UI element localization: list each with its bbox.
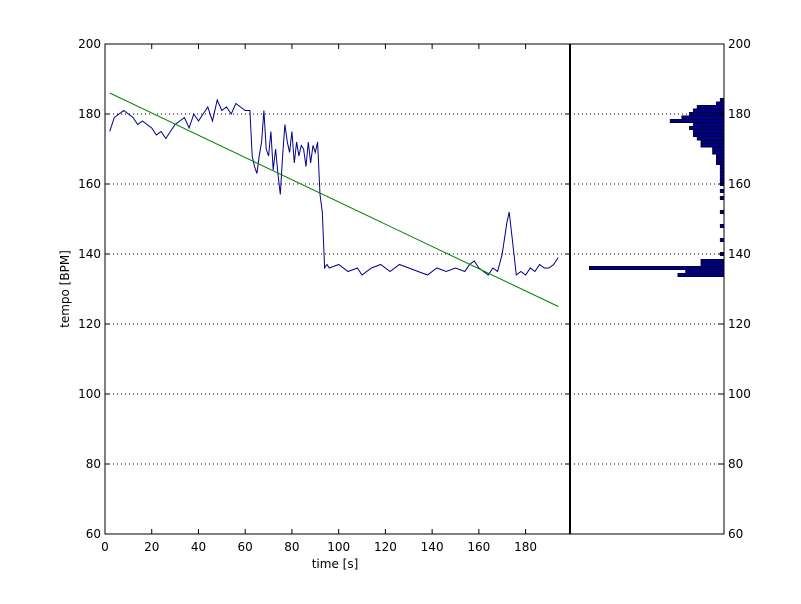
histogram-bar	[716, 157, 725, 162]
histogram-bar	[719, 196, 725, 200]
x-tick-label: 140	[421, 540, 444, 554]
histogram-bar	[712, 147, 725, 151]
histogram-bar	[692, 122, 725, 127]
y-tick-label: 120	[78, 317, 101, 331]
x-tick-label: 60	[238, 540, 253, 554]
x-tick-label: 100	[327, 540, 350, 554]
histogram-bar	[719, 210, 725, 214]
histogram-y-tick-label: 180	[728, 107, 751, 121]
x-tick-label: 40	[191, 540, 206, 554]
x-tick-label: 120	[374, 540, 397, 554]
x-tick-label: 20	[144, 540, 159, 554]
x-tick-label: 80	[284, 540, 299, 554]
histogram-y-tick-label: 200	[728, 37, 751, 51]
histogram-bar	[719, 238, 725, 242]
x-tick-label: 0	[101, 540, 109, 554]
histogram-bar	[700, 143, 725, 148]
histogram-bars	[589, 98, 725, 277]
histogram-bar	[719, 175, 725, 179]
histogram-bar	[700, 259, 725, 263]
histogram-bar	[719, 189, 725, 193]
y-tick-label: 200	[78, 37, 101, 51]
y-tick-label: 100	[78, 387, 101, 401]
histogram-bar	[685, 269, 725, 274]
histogram-bar	[719, 168, 725, 172]
histogram-bar	[692, 108, 725, 113]
histogram-bar	[719, 224, 725, 228]
y-tick-label: 160	[78, 177, 101, 191]
histogram-bar	[716, 101, 725, 106]
histogram-bar	[677, 273, 725, 277]
histogram-bar	[719, 164, 725, 169]
histogram-bar	[681, 115, 725, 120]
histogram-bar	[719, 171, 725, 176]
main-grid	[105, 113, 570, 465]
x-tick-label: 160	[467, 540, 490, 554]
histogram-bar	[700, 140, 725, 144]
x-tick-label: 180	[514, 540, 537, 554]
histogram-y-tick-label: 60	[728, 527, 743, 541]
histogram-bar	[669, 119, 725, 123]
main-plot-area	[104, 43, 571, 535]
histogram-y-tick-label: 80	[728, 457, 743, 471]
y-tick-label: 80	[86, 457, 101, 471]
histogram-bar	[696, 136, 725, 141]
histogram-bar	[719, 178, 725, 183]
histogram-bar	[696, 105, 725, 109]
main-series	[109, 92, 559, 307]
histogram-y-tick-label: 100	[728, 387, 751, 401]
histogram-bar	[692, 129, 725, 134]
y-tick-label: 140	[78, 247, 101, 261]
histogram-bar	[716, 161, 725, 165]
histogram-bar	[689, 112, 725, 116]
histogram-bar	[719, 98, 725, 102]
y-tick-label: 180	[78, 107, 101, 121]
histogram-y-tick-label: 140	[728, 247, 751, 261]
histogram-y-tick-label: 120	[728, 317, 751, 331]
histogram-bar	[712, 150, 725, 155]
histogram-bar	[589, 266, 725, 270]
x-axis-label: time [s]	[312, 557, 359, 571]
main-ticks: 60 80 100 120 140 160 180 200 0 20 40 60 80 100 120 140…	[78, 37, 570, 554]
tempo-series-line	[109, 98, 559, 276]
histogram-bar	[700, 262, 725, 267]
histogram-bar	[692, 133, 725, 137]
histogram-bar	[689, 126, 725, 130]
y-tick-label: 60	[86, 527, 101, 541]
histogram-bar	[716, 154, 725, 158]
histogram-ticks: 60 80 100 120 140 160 180 200	[719, 37, 751, 541]
trend-line	[109, 92, 559, 307]
histogram-y-tick-label: 160	[728, 177, 751, 191]
y-axis-label: tempo [BPM]	[58, 250, 72, 328]
